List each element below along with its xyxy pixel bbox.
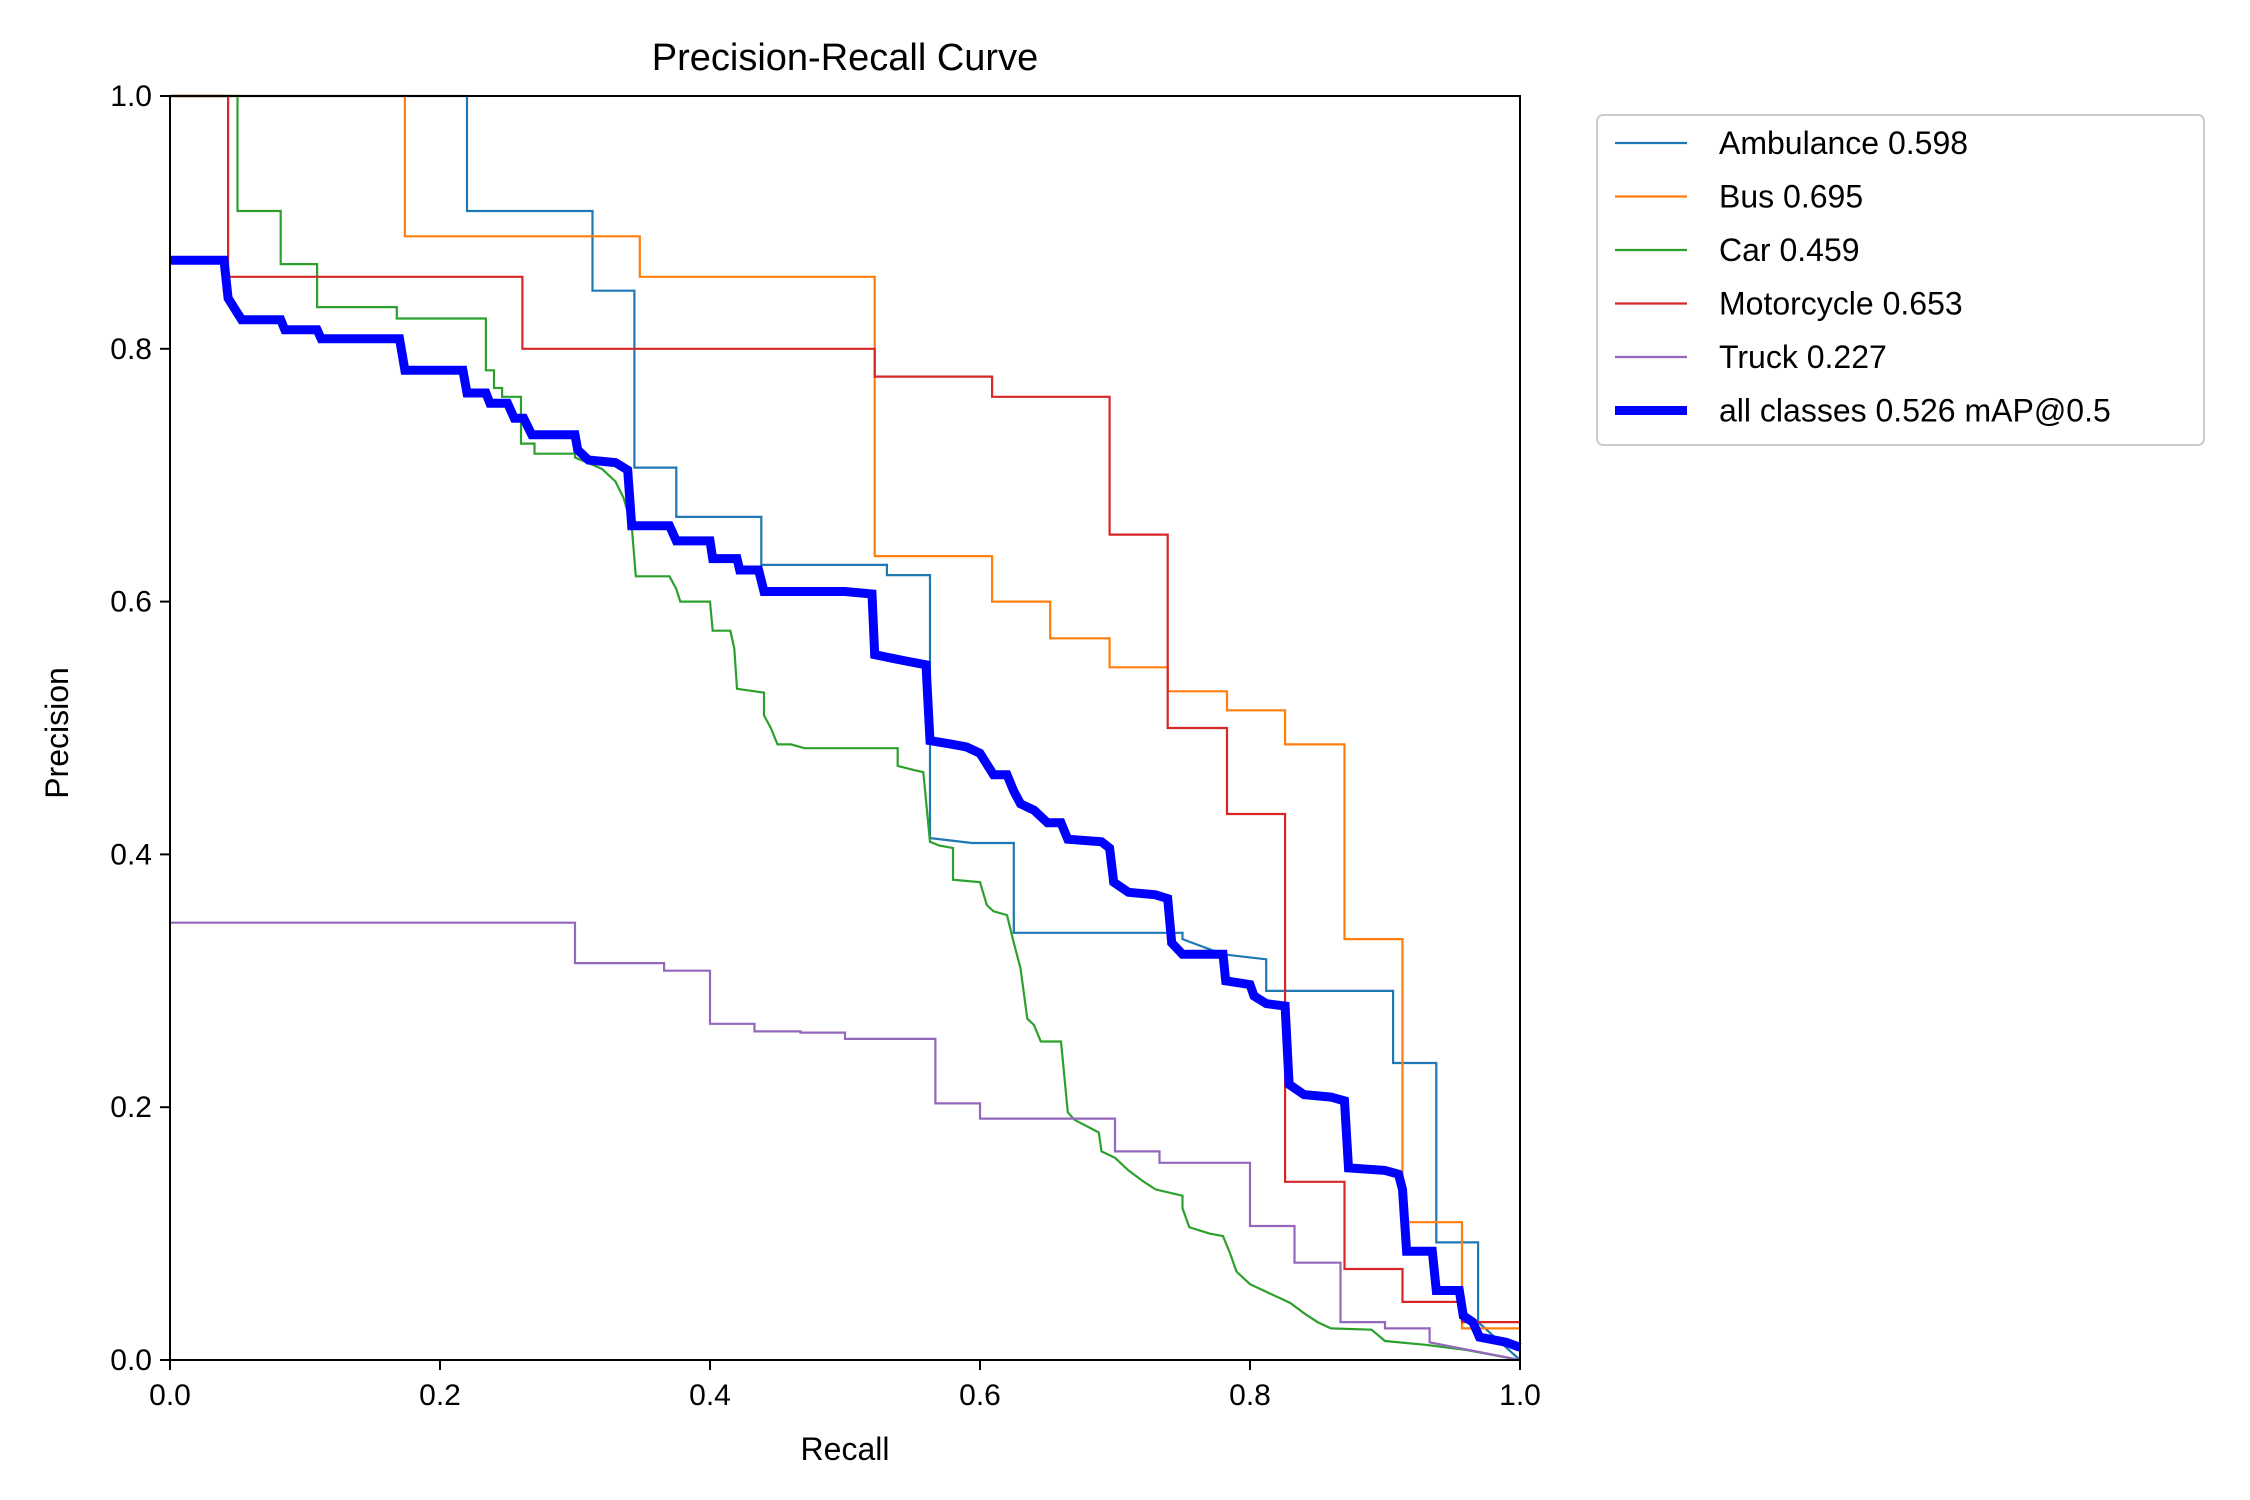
legend-entry: Truck 0.227 bbox=[1615, 339, 1887, 375]
y-tick-label: 0.2 bbox=[110, 1091, 152, 1124]
legend-label: Bus 0.695 bbox=[1719, 179, 1863, 215]
legend-label: all classes 0.526 mAP@0.5 bbox=[1719, 393, 2111, 429]
legend-entry: Car 0.459 bbox=[1615, 232, 1860, 268]
legend-entry: Ambulance 0.598 bbox=[1615, 125, 1968, 161]
legend-entry: all classes 0.526 mAP@0.5 bbox=[1615, 393, 2111, 429]
series-line-motorcycle bbox=[170, 94, 1520, 1324]
x-tick-label: 0.0 bbox=[149, 1379, 191, 1412]
legend-entry: Motorcycle 0.653 bbox=[1615, 286, 1963, 322]
x-axis-label: Recall bbox=[801, 1431, 890, 1467]
x-tick-label: 0.2 bbox=[419, 1379, 461, 1412]
legend-box bbox=[1596, 114, 2205, 446]
legend-label: Truck 0.227 bbox=[1719, 339, 1887, 375]
x-tick-label: 1.0 bbox=[1499, 1379, 1541, 1412]
plot-frame bbox=[169, 95, 1521, 1361]
series-line-truck bbox=[170, 921, 1521, 1362]
series-line-ambulance bbox=[170, 94, 1521, 1361]
y-tick-label: 0.0 bbox=[110, 1344, 152, 1377]
legend: Ambulance 0.598 Bus 0.695 Car 0.459 Motorcy… bbox=[1596, 114, 2205, 446]
y-tick-label: 0.8 bbox=[110, 333, 152, 366]
y-axis-label: Precision bbox=[39, 667, 75, 799]
x-tick-label: 0.6 bbox=[959, 1379, 1001, 1412]
legend-label: Car 0.459 bbox=[1719, 232, 1860, 268]
plot-axes: 0.0 0.2 0.4 0.6 0.8 1.0 0.0 0.2 0.4 0.6 0.8 1.0 bbox=[110, 80, 1541, 1412]
y-tick-label: 1.0 bbox=[110, 80, 152, 113]
series-line-bus bbox=[170, 94, 1520, 1330]
y-tick-label: 0.6 bbox=[110, 586, 152, 619]
chart-title: Precision-Recall Curve bbox=[652, 37, 1038, 79]
series-line-all-classes bbox=[170, 255, 1522, 1352]
legend-label: Ambulance 0.598 bbox=[1719, 125, 1968, 161]
legend-label: Motorcycle 0.653 bbox=[1719, 286, 1963, 322]
series-line-car bbox=[170, 94, 1521, 1362]
x-tick-label: 0.4 bbox=[689, 1379, 731, 1412]
x-tick-label: 0.8 bbox=[1229, 1379, 1271, 1412]
series-lines bbox=[170, 94, 1522, 1362]
legend-entry: Bus 0.695 bbox=[1615, 179, 1863, 215]
y-tick-label: 0.4 bbox=[110, 838, 152, 871]
